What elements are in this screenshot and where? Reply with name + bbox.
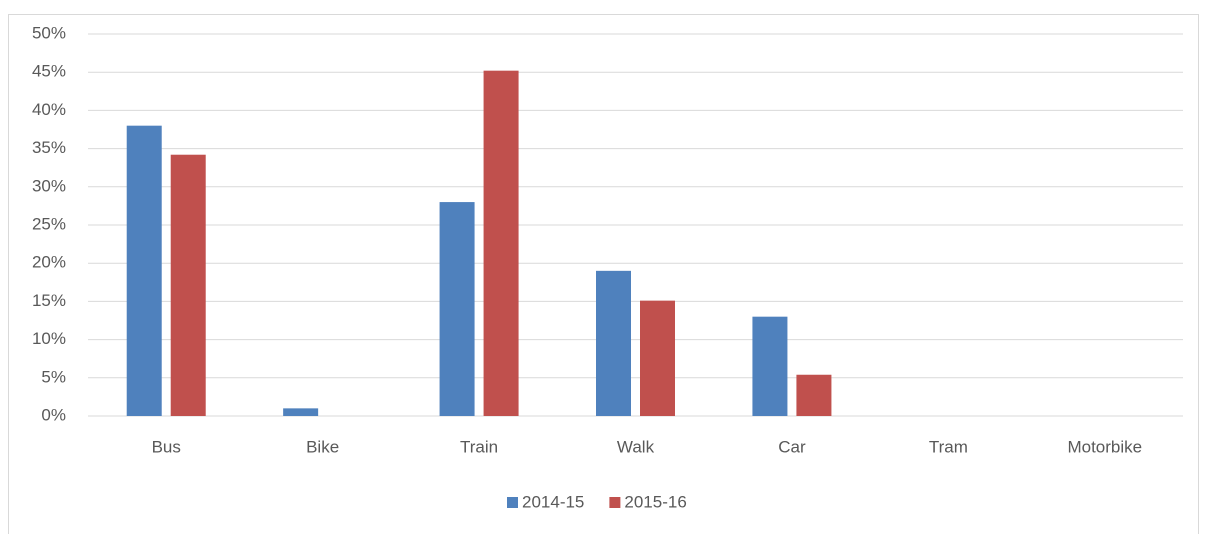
bar	[796, 374, 832, 416]
chart-frame	[8, 14, 1199, 534]
x-tick-label: Motorbike	[1067, 437, 1142, 456]
y-tick-label: 30%	[32, 176, 66, 195]
y-tick-label: 50%	[32, 23, 66, 42]
y-tick-label: 45%	[32, 62, 66, 81]
y-tick-label: 5%	[41, 367, 66, 386]
bar	[170, 154, 206, 416]
bar	[596, 270, 631, 416]
legend-swatch	[507, 497, 518, 508]
x-tick-label: Bus	[152, 437, 181, 456]
bar	[752, 316, 788, 416]
y-tick-label: 10%	[32, 329, 66, 348]
y-tick-label: 40%	[32, 100, 66, 119]
y-tick-label: 25%	[32, 214, 66, 233]
x-tick-label: Train	[460, 437, 498, 456]
y-tick-label: 15%	[32, 291, 66, 310]
legend-label: 2014-15	[522, 492, 584, 511]
bar	[283, 408, 319, 416]
legend-swatch	[609, 497, 621, 508]
y-tick-label: 35%	[32, 138, 66, 157]
x-tick-label: Bike	[306, 437, 339, 456]
bar	[640, 300, 675, 416]
x-tick-label: Walk	[617, 437, 655, 456]
bar	[126, 125, 162, 417]
legend-label: 2015-16	[624, 492, 686, 511]
x-tick-label: Car	[778, 437, 806, 456]
y-tick-label: 0%	[41, 405, 66, 424]
x-tick-label: Tram	[929, 437, 968, 456]
y-tick-label: 20%	[32, 253, 66, 272]
bar	[483, 70, 519, 416]
bar	[439, 202, 475, 416]
